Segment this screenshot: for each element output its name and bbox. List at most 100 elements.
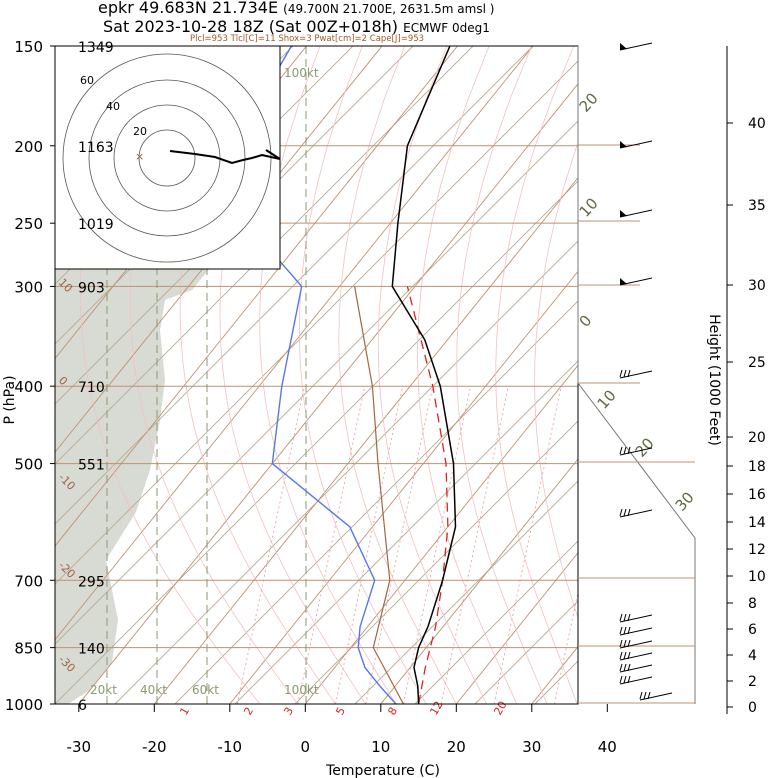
wind-barb-icon xyxy=(619,209,653,218)
wind-barb-icon xyxy=(619,651,653,661)
wind-speed-label-top: 100kt xyxy=(284,66,319,80)
mixing-ratio-line xyxy=(297,386,366,704)
wind-speed-label-bottom: 60kt xyxy=(192,683,219,697)
wind-barb-feather xyxy=(623,651,627,660)
dry-adiabat-line xyxy=(234,360,578,704)
moist-adiabat-line xyxy=(79,46,261,704)
wind-barb-staff xyxy=(619,640,653,649)
wind-barb-icon xyxy=(619,369,653,379)
wind-barb-feather xyxy=(623,446,627,455)
wind-barb-icon xyxy=(619,508,653,518)
mixing-ratio-label: 1 xyxy=(177,705,192,718)
wind-barb-feather xyxy=(619,626,623,635)
temperature-tick-label: -30 xyxy=(67,738,92,756)
wind-barb-icon xyxy=(619,42,653,51)
mixing-ratio-label: 8 xyxy=(385,705,400,718)
wind-barb-feather xyxy=(647,691,651,700)
height-tick-label: 2 xyxy=(748,674,757,690)
moist-adiabat-line xyxy=(377,46,487,704)
wind-barb-feather xyxy=(619,508,623,517)
moist-adiabat-line xyxy=(534,141,578,619)
mixing-ratio-label: 5 xyxy=(333,705,348,718)
mixing-ratio-line xyxy=(440,386,509,704)
wind-barb-feather xyxy=(627,663,631,672)
height-tick-label: 0 xyxy=(748,700,757,716)
height-tick-label: 30 xyxy=(748,278,766,294)
height-tick-label: 35 xyxy=(748,198,766,214)
y-axis-title: P (hPa) xyxy=(2,375,18,424)
wind-barb-icon xyxy=(639,691,673,701)
wind-barb-feather xyxy=(619,675,623,684)
dry-adiabat-line xyxy=(55,60,578,585)
wind-barb-feather xyxy=(619,663,623,672)
wind-barb-staff xyxy=(619,627,653,636)
hodograph-ring-label: 40 xyxy=(106,100,120,113)
wind-barb-feather xyxy=(627,369,631,378)
dry-adiabat-line xyxy=(354,480,578,704)
hodograph-ring xyxy=(88,79,246,237)
wind-barb-icon xyxy=(619,675,653,685)
dry-adiabat-line xyxy=(294,420,578,704)
wind-barb-icon xyxy=(619,663,653,673)
dry-adiabat-line xyxy=(534,660,578,704)
wind-barb-icon xyxy=(619,140,653,149)
geopotential-height-label: 1019 xyxy=(78,217,114,233)
isotherm-label: 10 xyxy=(576,194,602,220)
mixing-ratio-line xyxy=(365,386,434,704)
mixing-ratio-label: 2 xyxy=(241,705,256,718)
isotherm-line xyxy=(758,46,768,704)
chart-title-line2: Sat 2023-10-28 18Z (Sat 00Z+018h) ECMWF … xyxy=(103,17,490,36)
mixing-ratio-label: 20 xyxy=(491,699,509,718)
pressure-tick-label: 500 xyxy=(14,456,43,474)
height-tick-label: 18 xyxy=(748,459,766,475)
dry-adiabat-line xyxy=(55,120,578,645)
pressure-tick-label: 850 xyxy=(14,640,43,658)
geopotential-height-label: 1349 xyxy=(78,40,114,56)
wind-barb-feather xyxy=(623,369,627,378)
dry-adiabat-line xyxy=(55,180,578,704)
wind-barb-feather xyxy=(627,626,631,635)
isotherm-line xyxy=(55,46,458,547)
chart-title-line1: epkr 49.683N 21.734E (49.700N 21.700E, 2… xyxy=(98,0,494,17)
wind-barb-feather xyxy=(627,651,631,660)
wind-barb-feather xyxy=(627,675,631,684)
hodograph-origin-icon: × xyxy=(135,150,144,163)
wind-barb-staff xyxy=(619,676,653,685)
moist-adiabat-line xyxy=(417,46,518,704)
temperature-tick-label: 30 xyxy=(522,738,541,756)
wind-barb-staff xyxy=(619,509,653,518)
parcel-path xyxy=(406,286,449,704)
wind-barb-feather xyxy=(619,639,623,648)
wind-barb-pennant xyxy=(620,141,627,148)
hodograph-inset: 20 40 60 × xyxy=(54,45,281,270)
height-tick-label: 20 xyxy=(748,430,766,446)
temperature-tick-label: 40 xyxy=(598,738,617,756)
geopotential-height-label: 551 xyxy=(78,458,105,474)
wind-barb-staff xyxy=(639,692,673,701)
wind-barb-icon xyxy=(619,626,653,636)
wind-barb-icon xyxy=(619,613,653,623)
wind-barb-feather xyxy=(639,691,643,700)
wind-barb-pennant xyxy=(620,210,627,217)
height-tick-label: 10 xyxy=(748,569,766,585)
wind-barb-feather xyxy=(623,613,627,622)
model-name: ECMWF 0deg1 xyxy=(403,21,490,35)
wind-barb-feather xyxy=(627,639,631,648)
isotherm-line xyxy=(78,83,578,704)
hodograph-ring-label: 20 xyxy=(133,125,147,138)
wind-barb-staff xyxy=(619,370,653,379)
height-tick-label: 40 xyxy=(748,116,766,132)
geopotential-height-label: 295 xyxy=(78,574,105,590)
mixing-ratio-label: 12 xyxy=(427,699,445,718)
pressure-tick-label: 150 xyxy=(14,38,43,56)
isotherm-line xyxy=(0,46,4,704)
wind-barb-icon xyxy=(619,277,653,286)
wind-barb-feather xyxy=(619,613,623,622)
pressure-tick-label: 700 xyxy=(14,572,43,590)
mixing-ratio-line xyxy=(335,386,404,704)
temperature-profile xyxy=(391,46,457,704)
moist-adiabat-line xyxy=(219,46,367,704)
geopotential-height-label: 140 xyxy=(78,642,105,658)
isotherm-label: 0 xyxy=(576,312,596,331)
